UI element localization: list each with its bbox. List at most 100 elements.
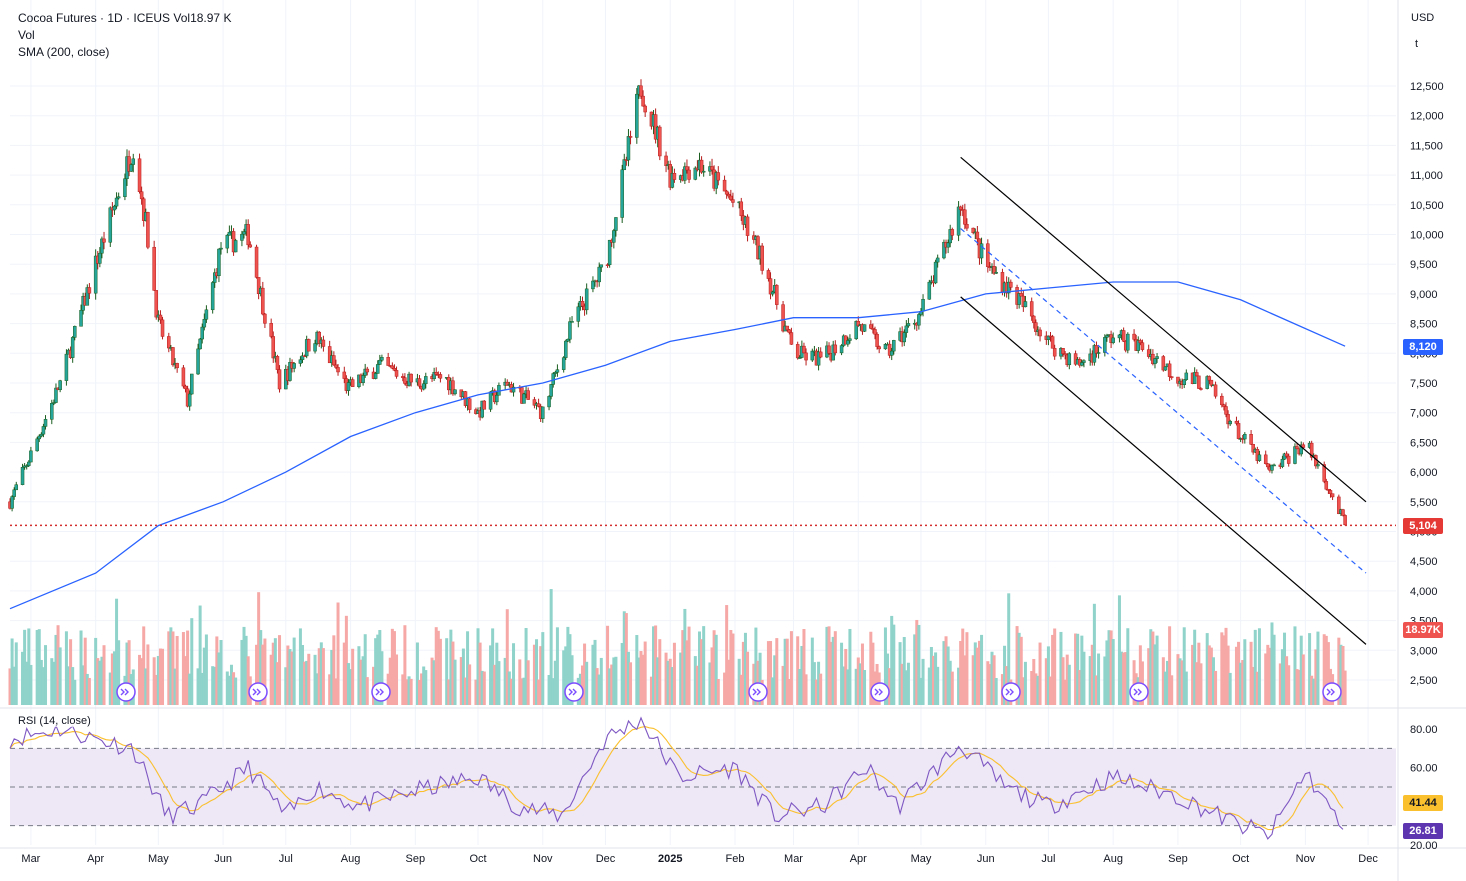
rsi-ma-badge: 41.44 (1403, 795, 1443, 811)
volume-bar (994, 677, 998, 705)
volume-bar (307, 653, 311, 705)
volume-bar (775, 638, 779, 705)
candle-body (29, 450, 33, 463)
candle-body (225, 235, 230, 249)
volume-bar (1224, 627, 1228, 705)
candle-body (710, 166, 714, 171)
volume-bar (468, 664, 472, 705)
candle-body (248, 244, 253, 248)
volume-bar (934, 652, 938, 705)
candle-body (963, 209, 967, 225)
candle-body (770, 291, 775, 295)
volume-bar (629, 662, 633, 705)
volume-bar (1032, 658, 1036, 705)
price-tick-label: 7,500 (1410, 378, 1438, 390)
volume-bar (255, 644, 259, 705)
candle-body (451, 380, 455, 395)
time-tick-label: Mar (784, 853, 803, 865)
volume-bar (551, 678, 555, 705)
volume-bar (858, 663, 862, 705)
time-tick-label: Aug (1103, 853, 1123, 865)
candle-body (785, 325, 789, 331)
candle-body (816, 351, 821, 366)
volume-bar (54, 634, 58, 705)
candle-body (1132, 333, 1136, 340)
price-tick-label: 6,500 (1410, 437, 1438, 449)
volume-bar (1193, 629, 1197, 705)
candle-body (687, 169, 691, 180)
volume-bar (459, 657, 463, 705)
volume-bar (656, 657, 660, 705)
volume-bar (1067, 664, 1071, 705)
volume-bar (161, 648, 165, 705)
volume-bar (641, 654, 645, 705)
candle-body (200, 326, 204, 340)
unit-label[interactable]: t (1415, 38, 1419, 50)
vol-label: Vol (173, 11, 191, 25)
time-tick-label: Apr (850, 853, 867, 865)
candle-body (1257, 454, 1262, 461)
volume-bar (405, 679, 409, 705)
candle-body (196, 348, 200, 375)
candle-body (701, 170, 706, 173)
candle-body (927, 281, 932, 300)
candle-body (20, 467, 25, 485)
candle-body (933, 261, 938, 284)
volume-bar (35, 630, 39, 705)
candle-body (683, 166, 687, 181)
rsi-band (10, 747, 1396, 827)
candle-body (271, 336, 276, 359)
volume-bar (1107, 630, 1111, 705)
price-tick-label: 10,500 (1410, 200, 1444, 212)
candle-body (1184, 372, 1189, 380)
legend-sma[interactable]: SMA (200, close) (18, 45, 110, 59)
volume-bar (115, 598, 119, 705)
candle-body (597, 266, 601, 283)
volume-bar (743, 632, 747, 705)
candle-body (432, 372, 436, 380)
candle-body (917, 314, 921, 326)
candle-body (950, 229, 955, 236)
volume-bar (570, 655, 574, 705)
volume-bar (336, 602, 340, 705)
volume-bar (1295, 669, 1299, 705)
price-tick-label: 12,000 (1410, 111, 1444, 123)
candle-body (365, 368, 370, 373)
candle-body (1138, 340, 1143, 343)
candle-body (1209, 379, 1214, 386)
dividend-arrow-icon (564, 682, 584, 702)
candle-body (1343, 515, 1347, 525)
price-tick-label: 11,500 (1410, 140, 1443, 152)
candle-body (1103, 337, 1107, 353)
candle-body (52, 402, 56, 404)
volume-bar (349, 669, 353, 705)
candle-body (726, 193, 731, 197)
candle-body (1105, 335, 1109, 338)
candle-body (39, 433, 44, 437)
volume-bar (146, 644, 150, 705)
candle-body (612, 230, 616, 243)
rsi-legend[interactable]: RSI (14, close) (16, 715, 93, 727)
legend-vol[interactable]: Vol (18, 28, 35, 42)
axis-labels: 12,500 12,000 11,500 11,000 10,500 10,000 9,50… (21, 81, 1443, 865)
candle-body (114, 197, 119, 207)
candle-body (495, 395, 499, 403)
candle-body (566, 338, 570, 342)
candle-body (85, 287, 90, 306)
volume-bar (14, 642, 18, 705)
candle-body (1163, 366, 1168, 371)
volume-bar (213, 666, 217, 705)
volume-bar (211, 666, 215, 705)
volume-bar (783, 638, 787, 705)
volume-bar (418, 679, 422, 705)
currency-label[interactable]: USD (1411, 12, 1435, 24)
candle-body (639, 85, 643, 97)
volume-bar (219, 640, 223, 705)
time-tick-label: Sep (406, 853, 426, 865)
time-tick-label: Jul (279, 853, 293, 865)
volume-bar (965, 632, 969, 705)
candle-body (856, 321, 861, 327)
candle-body (141, 198, 146, 221)
candle-body (1052, 348, 1057, 357)
